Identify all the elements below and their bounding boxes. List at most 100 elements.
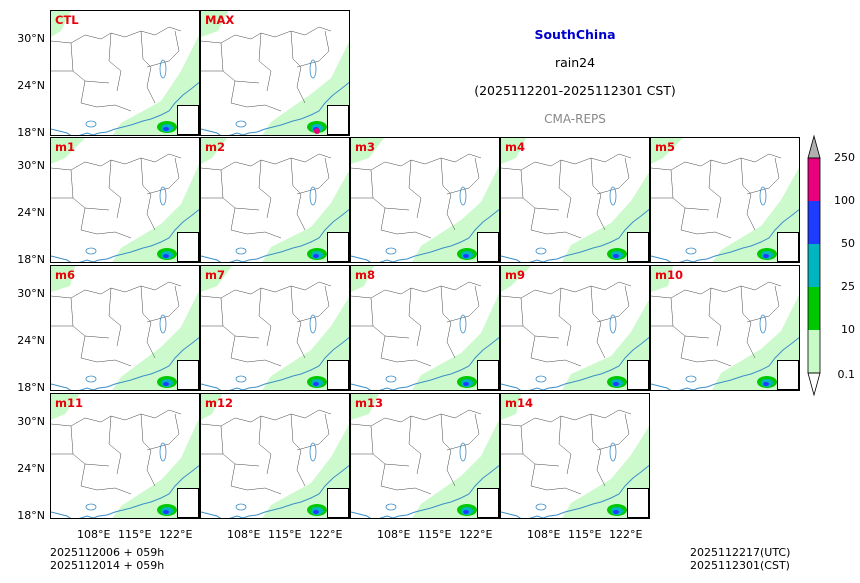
province-borders	[351, 281, 482, 367]
y-tick-label: 18°N	[17, 509, 45, 522]
colorbar-level-label: 100	[834, 194, 855, 207]
y-tick-label: 30°N	[17, 415, 45, 428]
panel-label: m12	[205, 396, 233, 410]
south-china-sea-inset	[477, 360, 499, 390]
colorbar-level-label: 10	[841, 323, 855, 336]
coastline	[51, 464, 199, 518]
y-tick-label: 24°N	[17, 334, 45, 347]
coastline	[201, 81, 349, 135]
x-tick-label: 122°E	[459, 528, 493, 541]
panel-label: m14	[505, 396, 533, 410]
colorbar-level-label: 50	[841, 237, 855, 250]
rain-area-northwest	[351, 266, 374, 292]
y-tick-label: 30°N	[17, 159, 45, 172]
rain-cluster-heavy	[157, 504, 177, 516]
colorbar	[807, 134, 821, 397]
x-tick-label: 122°E	[609, 528, 643, 541]
hainan-outline	[85, 120, 97, 128]
south-china-sea-inset	[777, 232, 799, 262]
x-tick-label: 108°E	[77, 528, 111, 541]
rain-area-northwest	[651, 138, 683, 164]
colorbar-segment-25	[808, 287, 820, 330]
hainan-outline	[385, 503, 397, 511]
coastline	[351, 336, 499, 390]
province-borders	[351, 153, 482, 239]
panel-label: m4	[505, 140, 525, 154]
map-panel-m10: m10	[650, 265, 800, 391]
rain-area-northwest	[501, 138, 526, 164]
map-panel-m8: m8	[350, 265, 500, 391]
taiwan-outline	[309, 442, 317, 462]
coastline	[201, 336, 349, 390]
taiwan-outline	[309, 59, 317, 79]
rain-area-northwest	[201, 138, 227, 164]
colorbar-level-label: 25	[841, 280, 855, 293]
taiwan-outline	[159, 186, 167, 206]
province-borders	[51, 281, 182, 367]
south-china-sea-inset	[627, 232, 649, 262]
footer-right: 2025112217(UTC) 2025112301(CST)	[690, 546, 790, 572]
colorbar-triangle-bottom	[807, 372, 821, 397]
rain-cluster-heavy	[607, 248, 627, 260]
rain-cluster-heavy	[157, 376, 177, 388]
rain-cluster-heavy	[607, 376, 627, 388]
province-borders	[51, 409, 182, 495]
rain-cluster-heavy	[457, 504, 477, 516]
south-china-sea-inset	[477, 232, 499, 262]
x-tick-label: 115°E	[268, 528, 302, 541]
coastline	[351, 208, 499, 262]
province-borders	[501, 153, 632, 239]
y-tick-label: 30°N	[17, 32, 45, 45]
rain-area-northwest	[651, 266, 673, 292]
south-china-sea-inset	[177, 488, 199, 518]
taiwan-outline	[159, 59, 167, 79]
rain-cluster-heavy	[757, 376, 777, 388]
colorbar-level-label: 250	[834, 151, 855, 164]
x-tick-label: 115°E	[118, 528, 152, 541]
valid-time-cst: 2025112301(CST)	[690, 559, 790, 572]
hainan-outline	[685, 247, 697, 255]
init-time-cst: 2025112014 + 059h	[50, 559, 165, 572]
south-china-sea-inset	[177, 360, 199, 390]
map-panel-m3: m3	[350, 137, 500, 263]
taiwan-outline	[459, 186, 467, 206]
province-borders	[201, 409, 332, 495]
colorbar-level-label: 0.1	[837, 368, 856, 381]
hainan-outline	[85, 503, 97, 511]
y-tick-label: 18°N	[17, 381, 45, 394]
panel-label: m10	[655, 268, 683, 282]
map-panel-m13: m13	[350, 393, 500, 519]
panel-label: m1	[55, 140, 75, 154]
period-title: (2025112201-2025112301 CST)	[474, 83, 676, 98]
map-panel-m9: m9	[500, 265, 650, 391]
y-tick-label: 24°N	[17, 79, 45, 92]
init-time-utc: 2025112006 + 059h	[50, 546, 165, 559]
coastline	[201, 464, 349, 518]
province-borders	[651, 281, 782, 367]
rain-area-northwest	[51, 138, 85, 164]
province-borders	[51, 153, 182, 239]
rain-cluster-heavy	[607, 504, 627, 516]
map-panel-max: MAX	[200, 10, 350, 136]
footer-left: 2025112006 + 059h 2025112014 + 059h	[50, 546, 164, 572]
panel-label: m7	[205, 268, 225, 282]
south-china-sea-inset	[327, 360, 349, 390]
taiwan-outline	[309, 186, 317, 206]
coastline	[201, 208, 349, 262]
rain-cluster-heavy	[307, 376, 327, 388]
x-tick-label: 115°E	[568, 528, 602, 541]
hainan-outline	[535, 375, 547, 383]
coastline	[501, 208, 649, 262]
province-borders	[201, 153, 332, 239]
taiwan-outline	[609, 314, 617, 334]
map-panel-m6: m6	[50, 265, 200, 391]
colorbar-segment-100	[808, 201, 820, 244]
rain-area-northwest	[201, 266, 232, 292]
map-panel-m1: m1	[50, 137, 200, 263]
panel-label: MAX	[205, 13, 235, 27]
x-tick-label: 122°E	[309, 528, 343, 541]
province-borders	[201, 281, 332, 367]
hainan-outline	[235, 120, 247, 128]
panel-label: m13	[355, 396, 383, 410]
taiwan-outline	[609, 186, 617, 206]
